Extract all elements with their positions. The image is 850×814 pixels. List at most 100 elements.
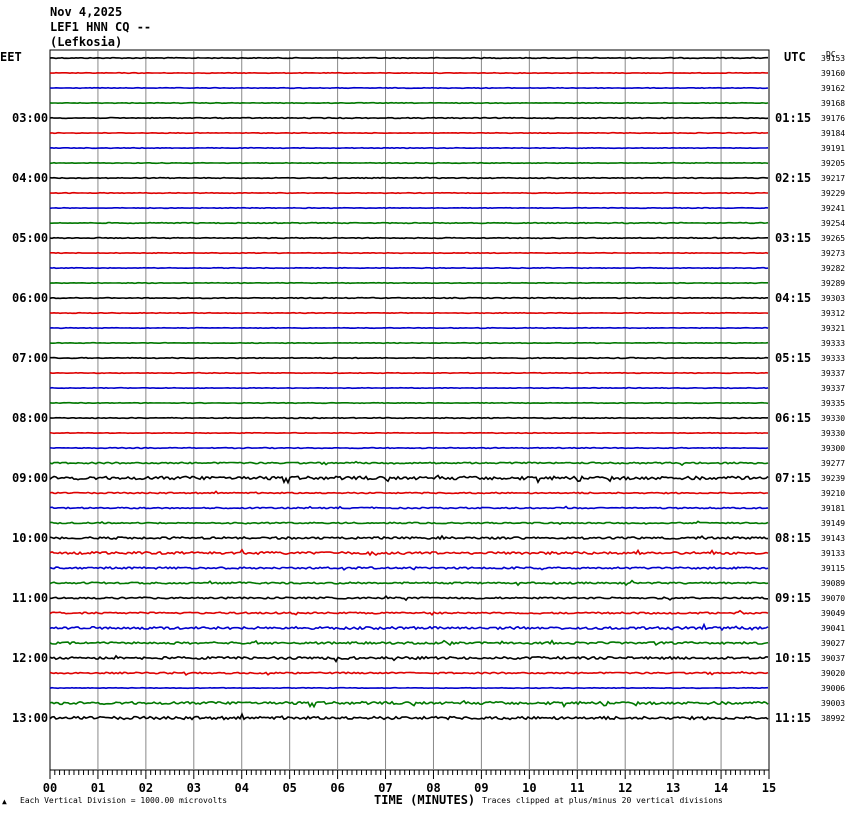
dc-offset-label: 39115 bbox=[821, 564, 845, 573]
dc-offset-label: 39282 bbox=[821, 264, 845, 273]
seismic-trace bbox=[49, 609, 769, 617]
right-timezone-label: UTC bbox=[784, 50, 806, 64]
dc-offset-label: 39149 bbox=[821, 519, 845, 528]
dc-offset-label: 39303 bbox=[821, 294, 845, 303]
dc-offset-label: 39210 bbox=[821, 489, 845, 498]
seismic-trace bbox=[49, 386, 769, 390]
seismic-trace bbox=[49, 431, 769, 435]
x-tick-label: 01 bbox=[91, 781, 105, 795]
dc-offset-label: 39181 bbox=[821, 504, 845, 513]
dc-offset-label: 39143 bbox=[821, 534, 845, 543]
seismic-trace bbox=[49, 311, 769, 315]
seismic-trace bbox=[49, 490, 768, 495]
seismic-trace bbox=[49, 266, 769, 270]
seismic-trace bbox=[49, 191, 768, 195]
seismic-trace bbox=[49, 686, 769, 690]
x-tick-label: 11 bbox=[570, 781, 584, 795]
seismic-trace bbox=[49, 505, 769, 510]
x-tick-label: 06 bbox=[330, 781, 344, 795]
seismic-trace bbox=[49, 639, 769, 647]
x-tick-label: 05 bbox=[282, 781, 296, 795]
dc-offset-label: 39239 bbox=[821, 474, 845, 483]
seismic-trace bbox=[49, 161, 769, 165]
clip-note: Traces clipped at plus/minus 20 vertical… bbox=[482, 796, 723, 805]
dc-offset-label: 39020 bbox=[821, 669, 845, 678]
right-time-label: 01:15 bbox=[775, 111, 811, 125]
seismic-trace bbox=[49, 296, 768, 300]
seismic-trace bbox=[49, 146, 769, 150]
right-time-label: 02:15 bbox=[775, 171, 811, 185]
right-time-label: 11:15 bbox=[775, 711, 811, 725]
seismic-trace bbox=[50, 520, 769, 526]
right-time-label: 03:15 bbox=[775, 231, 811, 245]
dc-offset-label: 39162 bbox=[821, 84, 845, 93]
right-time-label: 10:15 bbox=[775, 651, 811, 665]
logo-mark: ▲ bbox=[2, 797, 7, 806]
station-label: LEF1 HNN CQ -- bbox=[50, 20, 152, 34]
x-tick-label: 00 bbox=[43, 781, 57, 795]
date-label: Nov 4,2025 bbox=[50, 5, 123, 19]
right-time-label: 08:15 bbox=[775, 531, 811, 545]
left-time-label: 03:00 bbox=[12, 111, 48, 125]
x-tick-label: 13 bbox=[666, 781, 680, 795]
left-time-label: 08:00 bbox=[12, 411, 48, 425]
dc-offset-label: 39089 bbox=[821, 579, 845, 588]
seismic-trace bbox=[49, 622, 769, 632]
left-time-label: 07:00 bbox=[12, 351, 48, 365]
dc-offset-label: 39277 bbox=[821, 459, 845, 468]
dc-offset-label: 39273 bbox=[821, 249, 845, 258]
seismic-trace bbox=[49, 326, 769, 330]
dc-offset-label: 39333 bbox=[821, 354, 845, 363]
x-tick-label: 02 bbox=[139, 781, 153, 795]
seismic-trace bbox=[49, 712, 769, 721]
x-tick-label: 09 bbox=[474, 781, 488, 795]
dc-offset-label: 39168 bbox=[821, 99, 845, 108]
dc-offset-label: 39337 bbox=[821, 384, 845, 393]
location-label: (Lefkosia) bbox=[50, 35, 123, 49]
dc-offset-label: 39300 bbox=[821, 444, 845, 453]
seismic-trace bbox=[49, 281, 768, 285]
x-tick-label: 12 bbox=[618, 781, 632, 795]
dc-offset-label: 39335 bbox=[821, 399, 845, 408]
right-time-label: 05:15 bbox=[775, 351, 811, 365]
dc-offset-label: 39337 bbox=[821, 369, 845, 378]
right-time-label: 07:15 bbox=[775, 471, 811, 485]
dc-offset-label: 39330 bbox=[821, 429, 845, 438]
dc-offset-label: 39027 bbox=[821, 639, 845, 648]
dc-offset-label: 39333 bbox=[821, 339, 845, 348]
seismic-trace bbox=[49, 670, 769, 676]
dc-offset-label: 39205 bbox=[821, 159, 845, 168]
seismic-trace bbox=[49, 579, 769, 587]
left-timezone-label: EET bbox=[0, 50, 22, 64]
x-axis-title: TIME (MINUTES) bbox=[374, 793, 476, 807]
left-time-label: 13:00 bbox=[12, 711, 48, 725]
dc-offset-label: 39037 bbox=[821, 654, 845, 663]
x-tick-label: 14 bbox=[714, 781, 728, 795]
dc-offset-label: 39330 bbox=[821, 414, 845, 423]
seismic-trace bbox=[49, 548, 769, 557]
dc-offset-label: 39289 bbox=[821, 279, 845, 288]
x-tick-label: 04 bbox=[235, 781, 249, 795]
dc-offset-label: 39254 bbox=[821, 219, 845, 228]
dc-offset-label: 39176 bbox=[821, 114, 845, 123]
left-time-label: 12:00 bbox=[12, 651, 48, 665]
dc-offset-label: 39003 bbox=[821, 699, 845, 708]
seismic-trace bbox=[49, 595, 768, 602]
dc-offset-label: 39006 bbox=[821, 684, 845, 693]
dc-offset-label: 39241 bbox=[821, 204, 845, 213]
seismic-trace bbox=[49, 416, 769, 420]
left-time-label: 10:00 bbox=[12, 531, 48, 545]
seismic-trace bbox=[49, 534, 768, 541]
left-time-label: 09:00 bbox=[12, 471, 48, 485]
seismic-trace bbox=[49, 71, 769, 75]
seismic-trace bbox=[50, 356, 769, 360]
seismic-trace bbox=[49, 460, 769, 467]
dc-offset-label: 39265 bbox=[821, 234, 845, 243]
x-tick-label: 08 bbox=[426, 781, 440, 795]
x-tick-label: 03 bbox=[187, 781, 201, 795]
seismic-trace bbox=[49, 474, 769, 485]
seismic-trace bbox=[49, 654, 769, 663]
dc-offset-label: 39153 bbox=[821, 54, 845, 63]
dc-offset-label: 39133 bbox=[821, 549, 845, 558]
